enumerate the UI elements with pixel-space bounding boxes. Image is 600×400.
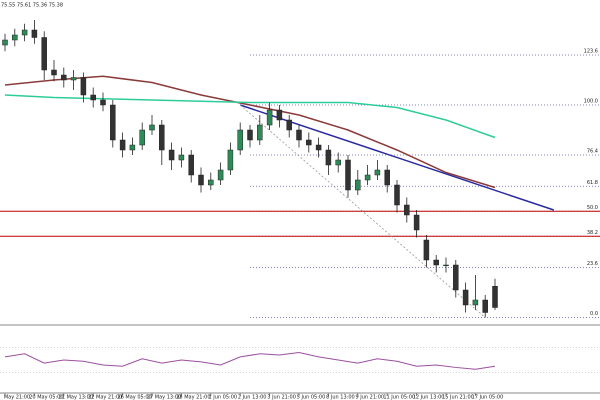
candle-body (139, 129, 145, 146)
candle-body (364, 174, 371, 181)
candle-body (149, 124, 155, 131)
candle-body (462, 289, 469, 306)
candle-body (266, 109, 273, 126)
oscillator-line (4, 352, 496, 370)
time-label: 22 May 21:00 (88, 395, 122, 400)
candle-body (355, 179, 361, 191)
fib-label: 61.8 (587, 180, 598, 186)
time-label: 20 May 05:00 (29, 395, 63, 400)
trendline (239, 104, 555, 211)
candle-body (12, 34, 18, 41)
candle-body (374, 169, 381, 176)
candle-body (159, 124, 165, 151)
candle-body (247, 129, 253, 141)
fib-label: 0.0 (590, 311, 598, 317)
candle-body (31, 29, 38, 38)
time-label: 8 Jun 13:00 (326, 395, 355, 400)
fib-label: 50.0 (587, 205, 598, 211)
candle-body (80, 77, 87, 96)
candle-body (227, 149, 234, 171)
candle-body (384, 169, 390, 186)
candle-body (237, 129, 243, 151)
time-label: 15 Jun 21:00 (442, 395, 474, 400)
time-label: 21 May 13:00 (59, 395, 93, 400)
candle-body (61, 74, 67, 81)
candle-body (423, 239, 430, 261)
candle-body (404, 204, 410, 216)
time-label: 1 Jun 05:00 (209, 395, 238, 400)
candle-body (335, 159, 341, 166)
candle-body (41, 37, 47, 71)
time-label: May 21:00 (4, 395, 30, 400)
candle-body (296, 129, 302, 141)
candle-body (90, 94, 96, 101)
price-header: 75.55 75.61 75.36 75.38 (1, 3, 63, 9)
candle-body (306, 139, 312, 146)
candle-body (51, 69, 57, 76)
time-label: 5 Jun 05:00 (297, 395, 326, 400)
time-label: 28 May 21:00 (176, 395, 210, 400)
fib-label: 23.6 (587, 261, 598, 267)
candle-body (433, 259, 439, 266)
candle-body (453, 264, 459, 291)
candle-body (276, 109, 283, 121)
candle-body (100, 99, 106, 106)
candle-body (129, 144, 136, 151)
candle-body (208, 179, 214, 186)
time-label: 17 Jun 05:00 (472, 395, 504, 400)
candle-body (198, 174, 204, 186)
candle-body (482, 299, 488, 313)
fib-label: 100.0 (584, 99, 598, 105)
candle-body (394, 184, 400, 206)
candle-body (345, 159, 351, 191)
candle-body (168, 149, 175, 161)
candle-body (443, 264, 449, 267)
moving-average (4, 94, 496, 139)
candle-body (2, 39, 8, 46)
candle-body (315, 144, 322, 151)
candle-body (110, 104, 116, 141)
candle-body (188, 154, 194, 176)
time-label: 11 Jun 05:00 (383, 395, 415, 400)
fib-label: 123.6 (584, 49, 598, 55)
time-label: 12 Jun 13:00 (413, 395, 445, 400)
candle-body (325, 149, 332, 166)
candle-body (119, 139, 126, 151)
candle-body (413, 214, 420, 231)
time-label: 2 Jun 13:00 (238, 395, 267, 400)
fib-label: 76.4 (587, 149, 598, 155)
candle-body (178, 154, 185, 161)
candle-body (70, 77, 77, 81)
time-label: 9 Jun 21:00 (356, 395, 385, 400)
time-label: 3 Jun 21:00 (267, 395, 296, 400)
time-label: 27 May 13:00 (147, 395, 181, 400)
candle-body (286, 119, 292, 131)
candle-body (492, 286, 498, 308)
candle-body (21, 29, 28, 36)
fib-label: 38.2 (587, 230, 598, 236)
candle-body (472, 299, 479, 306)
moving-average (4, 75, 496, 189)
time-label: 26 May 05:00 (117, 395, 151, 400)
candle-body (217, 169, 224, 181)
candle-body (257, 124, 263, 141)
